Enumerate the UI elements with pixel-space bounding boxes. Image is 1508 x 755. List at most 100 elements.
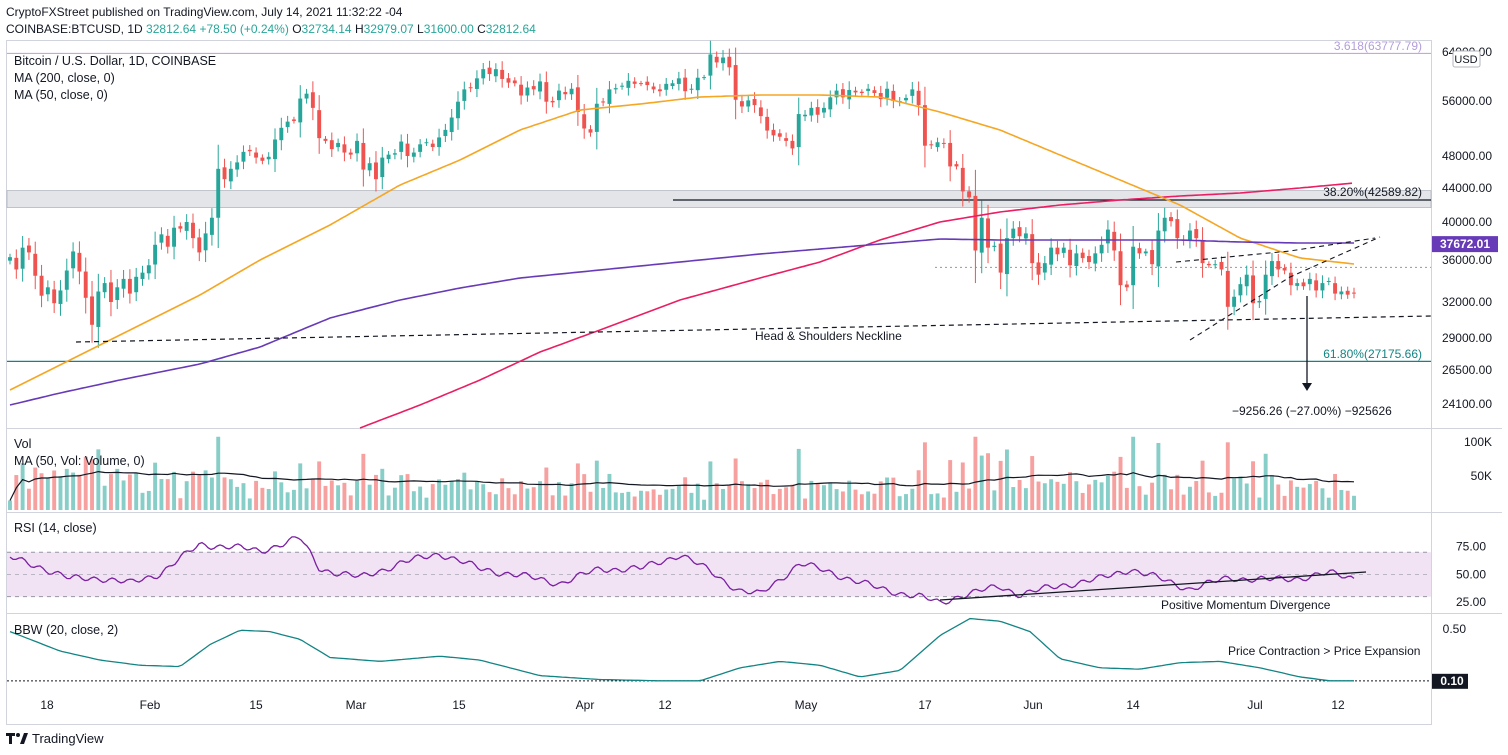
candle — [235, 155, 240, 177]
volume-bar — [1213, 495, 1218, 510]
candle — [922, 86, 927, 168]
candle — [910, 81, 915, 104]
volume-bar — [1131, 436, 1136, 510]
volume-bar — [291, 489, 296, 510]
volume-bar — [418, 486, 423, 510]
volume-bar — [847, 480, 852, 510]
volume-bar — [620, 492, 625, 510]
price-tick: 48000.00 — [1442, 149, 1492, 163]
price-tick: 40000.00 — [1442, 215, 1492, 229]
bbw-pane[interactable]: BBW (20, close, 2) Price Contraction > P… — [7, 617, 1468, 689]
candle — [525, 81, 530, 102]
candle — [462, 81, 467, 110]
volume-bar — [639, 490, 643, 510]
volume-bar — [1288, 480, 1293, 510]
candle — [367, 157, 372, 177]
candle — [557, 83, 561, 108]
price-tick: 32000.00 — [1442, 295, 1492, 309]
volume-bar — [834, 489, 839, 510]
volume-bar — [752, 488, 757, 510]
candle — [443, 123, 448, 143]
candle — [683, 68, 688, 100]
tradingview-logo-icon — [6, 733, 28, 744]
volume-bar — [228, 479, 233, 510]
candle — [689, 84, 694, 94]
time-axis[interactable]: 18 Feb 15 Mar 15 Apr 12 May 17 Jun 14 Jul 12 — [40, 698, 1345, 712]
candle — [790, 134, 795, 155]
candle — [1005, 218, 1009, 297]
candle — [1282, 264, 1287, 275]
candle — [822, 102, 826, 119]
candles — [8, 40, 1356, 348]
volume-bar — [304, 488, 309, 510]
candle — [127, 269, 132, 304]
candle — [449, 108, 454, 141]
candle — [178, 222, 183, 233]
currency-badge[interactable] — [1452, 50, 1481, 68]
volume-pane[interactable]: Vol MA (50, Vol: Volume, 0) 100K 50K — [8, 435, 1492, 510]
candle — [1156, 213, 1161, 287]
volume-bar — [569, 483, 574, 510]
candle — [197, 228, 202, 262]
time-tick: 18 — [40, 698, 54, 712]
candle — [847, 81, 852, 109]
volume-bar — [77, 474, 82, 510]
volume-bar — [1118, 456, 1123, 510]
candle — [1049, 238, 1054, 275]
volume-bar — [64, 468, 69, 510]
volume-bar — [746, 484, 751, 510]
volume-bar — [1244, 483, 1249, 510]
volume-bar — [689, 492, 694, 510]
volume-bar — [758, 482, 763, 510]
footer-brand[interactable]: TradingView — [6, 731, 104, 746]
candle — [544, 71, 549, 114]
bbw-value-tag — [1432, 673, 1468, 689]
candle — [474, 70, 479, 98]
volume-bar — [796, 448, 801, 510]
candle — [954, 161, 959, 170]
volume-bar — [935, 493, 940, 510]
candle — [165, 229, 170, 254]
volume-bar — [1339, 490, 1344, 510]
volume-bar — [493, 494, 498, 510]
fib-3618-label: 3.618(63777.79) — [1334, 39, 1422, 53]
volume-bar — [254, 480, 259, 510]
candle — [1326, 277, 1331, 286]
rsi-pane[interactable]: RSI (14, close) Positive Momentum Diverg… — [7, 521, 1486, 612]
volume-bar — [657, 494, 662, 510]
candle — [140, 265, 145, 286]
volume-bar — [519, 481, 524, 510]
candle — [733, 47, 738, 120]
current-price-value: 37672.01 — [1440, 237, 1490, 251]
neckline-label: Head & Shoulders Neckline — [755, 329, 902, 343]
volume-bar — [279, 482, 284, 510]
volume-bar — [456, 479, 460, 510]
candle — [853, 86, 858, 97]
volume-bar — [449, 480, 454, 510]
candle — [676, 71, 681, 91]
candle — [708, 40, 713, 90]
candle — [159, 227, 164, 250]
volume-bar — [765, 479, 770, 510]
volume-bar — [342, 482, 347, 510]
time-tick: 14 — [1126, 698, 1140, 712]
contraction-label: Price Contraction > Price Expansion — [1228, 644, 1420, 658]
volume-bar — [960, 462, 965, 510]
candle — [323, 136, 328, 144]
volume-bar — [1333, 473, 1338, 510]
volume-bar — [1320, 488, 1325, 510]
candle — [872, 86, 877, 97]
currency-label[interactable]: USD — [1454, 54, 1477, 66]
volume-bar — [468, 489, 473, 510]
ohlc: O32734.14 H32979.07 L31600.00 C32812.64 — [292, 22, 536, 36]
candle — [878, 85, 883, 107]
volume-bar — [481, 484, 486, 510]
volume-bar — [39, 473, 44, 510]
volume-bar — [115, 468, 120, 510]
price-axis[interactable]: 64000.0056000.0048000.0044000.0040000.00… — [1442, 45, 1492, 411]
volume-bar — [916, 470, 921, 510]
price-pane[interactable]: Bitcoin / U.S. Dollar, 1D, COINBASE MA (… — [6, 39, 1498, 429]
candle — [8, 253, 12, 265]
volume-bar — [809, 480, 814, 510]
